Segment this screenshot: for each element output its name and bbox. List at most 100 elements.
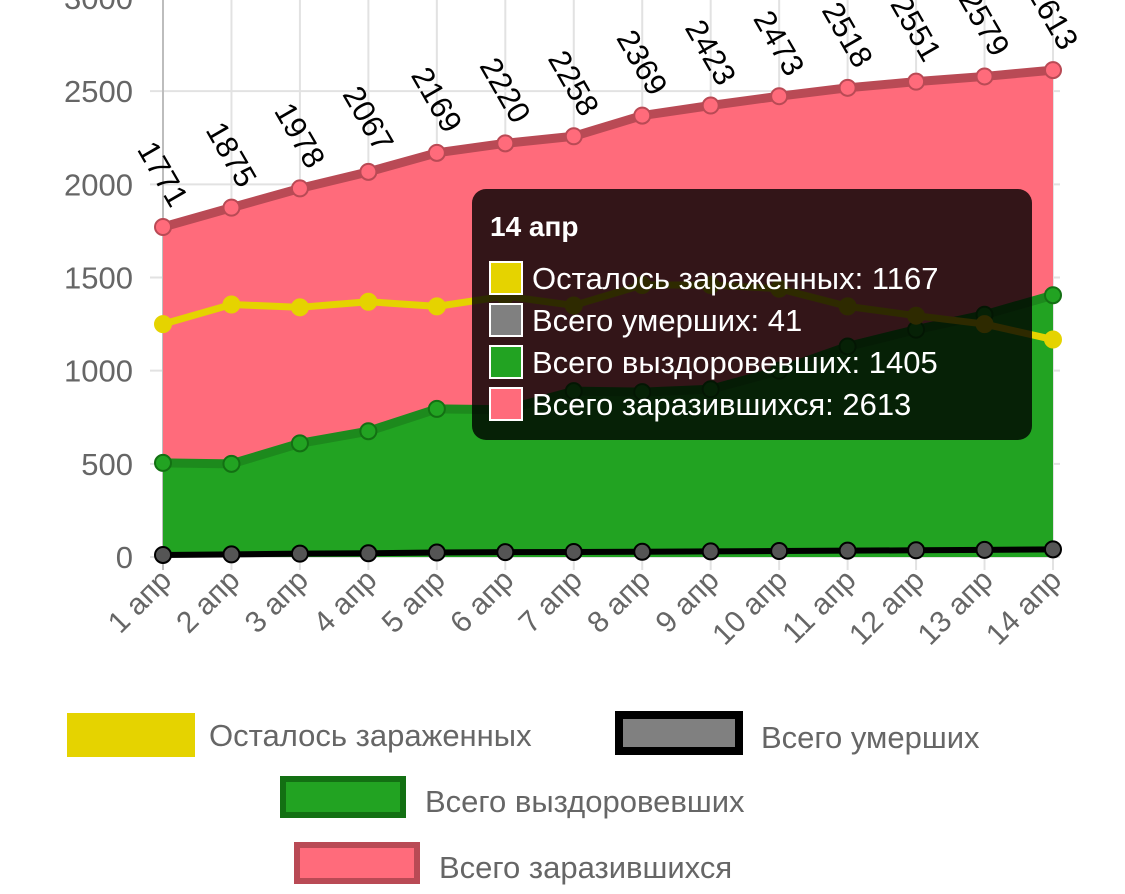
data-label: 2518 (815, 0, 880, 73)
x-tick-label: 5 апр (376, 564, 452, 640)
tooltip-box (472, 189, 1032, 440)
legend-swatch (67, 713, 195, 757)
point-recovered[interactable] (1044, 286, 1062, 305)
x-tick-label: 8 апр (581, 564, 657, 640)
legend-swatch (280, 776, 406, 818)
y-tick-label: 2500 (64, 74, 133, 109)
legend-item[interactable]: Осталось зараженных (67, 713, 532, 757)
point-deaths[interactable] (907, 541, 926, 560)
legend-swatch (615, 711, 743, 755)
legend-swatch (294, 842, 420, 884)
point-deaths[interactable] (1044, 540, 1062, 559)
tooltip: 14 апр Осталось зараженных: 1167 Всего уме… (472, 189, 1032, 440)
x-tick-label: 10 апр (706, 564, 794, 652)
point-total-infected[interactable] (290, 179, 309, 198)
tooltip-line: Всего умерших: 41 (532, 303, 802, 338)
tooltip-line: Всего заразившихся: 2613 (532, 387, 911, 422)
data-label: 2579 (952, 0, 1017, 62)
point-active-infected[interactable] (222, 295, 241, 314)
data-label: 2169 (404, 61, 469, 138)
point-total-infected[interactable] (154, 218, 172, 237)
point-deaths[interactable] (701, 542, 720, 561)
legend[interactable]: Осталось зараженных Всего умерших Всего вы… (67, 711, 980, 885)
point-deaths[interactable] (359, 544, 378, 563)
point-recovered[interactable] (359, 422, 378, 441)
point-total-infected[interactable] (359, 162, 378, 181)
y-axis: 0 500 1000 1500 2000 2500 3000 (64, 0, 133, 575)
y-tick-label: 2000 (64, 167, 133, 202)
x-tick-label: 1 апр (102, 564, 178, 640)
point-deaths[interactable] (496, 543, 515, 562)
x-tick-label: 11 апр (776, 564, 862, 650)
point-recovered[interactable] (154, 453, 172, 472)
point-deaths[interactable] (838, 541, 857, 560)
y-tick-label: 1500 (64, 261, 133, 296)
legend-label: Всего заразившихся (439, 850, 732, 885)
point-recovered[interactable] (290, 434, 309, 453)
x-tick-label: 3 апр (239, 564, 315, 640)
point-recovered[interactable] (427, 399, 446, 418)
tooltip-swatch (489, 303, 523, 337)
tooltip-swatch (489, 387, 523, 421)
tooltip-swatch (489, 261, 523, 295)
x-tick-label: 14 апр (980, 564, 1068, 652)
point-deaths[interactable] (564, 542, 583, 561)
data-label: 2258 (541, 45, 606, 122)
x-tick-label: 6 апр (444, 564, 520, 640)
x-tick-label: 7 апр (513, 564, 589, 640)
point-active-infected[interactable] (427, 297, 446, 316)
point-deaths[interactable] (770, 542, 789, 561)
x-tick-label: 12 апр (843, 564, 931, 652)
tooltip-swatch (489, 345, 523, 379)
legend-label: Всего выздоровевших (425, 784, 745, 819)
point-active-infected[interactable] (359, 292, 378, 311)
x-tick-label: 13 апр (912, 564, 1000, 652)
point-deaths[interactable] (427, 543, 446, 562)
data-label: 2473 (747, 4, 812, 81)
tooltip-line: Всего выздоровевших: 1405 (532, 345, 938, 380)
point-active-infected[interactable] (1044, 330, 1062, 349)
point-total-infected[interactable] (633, 106, 652, 125)
point-deaths[interactable] (154, 545, 172, 564)
tooltip-title: 14 апр (490, 211, 579, 242)
point-total-infected[interactable] (838, 78, 857, 97)
y-tick-label: 0 (116, 540, 133, 575)
data-label: 1875 (199, 116, 264, 193)
data-label: 2551 (884, 0, 949, 67)
legend-item[interactable]: Всего умерших (615, 711, 980, 755)
point-total-infected[interactable] (770, 87, 789, 106)
point-total-infected[interactable] (1044, 61, 1062, 80)
point-total-infected[interactable] (427, 143, 446, 162)
legend-item[interactable]: Всего заразившихся (294, 842, 732, 885)
legend-item[interactable]: Всего выздоровевших (280, 776, 745, 819)
data-label: 2369 (610, 24, 675, 101)
point-total-infected[interactable] (222, 198, 241, 217)
point-deaths[interactable] (290, 544, 309, 563)
line-deaths (162, 546, 1054, 558)
data-label: 2613 (1020, 0, 1085, 56)
point-total-infected[interactable] (907, 72, 926, 91)
point-active-infected[interactable] (290, 298, 309, 317)
y-tick-label: 3000 (64, 0, 133, 16)
y-tick-label: 500 (81, 447, 133, 482)
point-recovered[interactable] (222, 454, 241, 473)
point-total-infected[interactable] (564, 127, 583, 146)
point-active-infected[interactable] (154, 315, 172, 334)
y-tick-label: 1000 (64, 354, 133, 389)
point-total-infected[interactable] (975, 67, 994, 86)
data-label: 1978 (267, 97, 332, 174)
data-label: 2423 (678, 14, 743, 91)
legend-label: Осталось зараженных (209, 718, 532, 753)
point-deaths[interactable] (975, 540, 994, 559)
point-total-infected[interactable] (496, 134, 515, 153)
x-tick-label: 2 апр (170, 564, 246, 640)
legend-label: Всего умерших (761, 720, 980, 755)
point-total-infected[interactable] (701, 96, 720, 115)
x-tick-label: 4 апр (307, 564, 383, 640)
line-total-infected (161, 65, 1054, 232)
point-deaths[interactable] (633, 542, 652, 561)
point-deaths[interactable] (222, 545, 241, 564)
tooltip-line: Осталось зараженных: 1167 (532, 261, 938, 296)
